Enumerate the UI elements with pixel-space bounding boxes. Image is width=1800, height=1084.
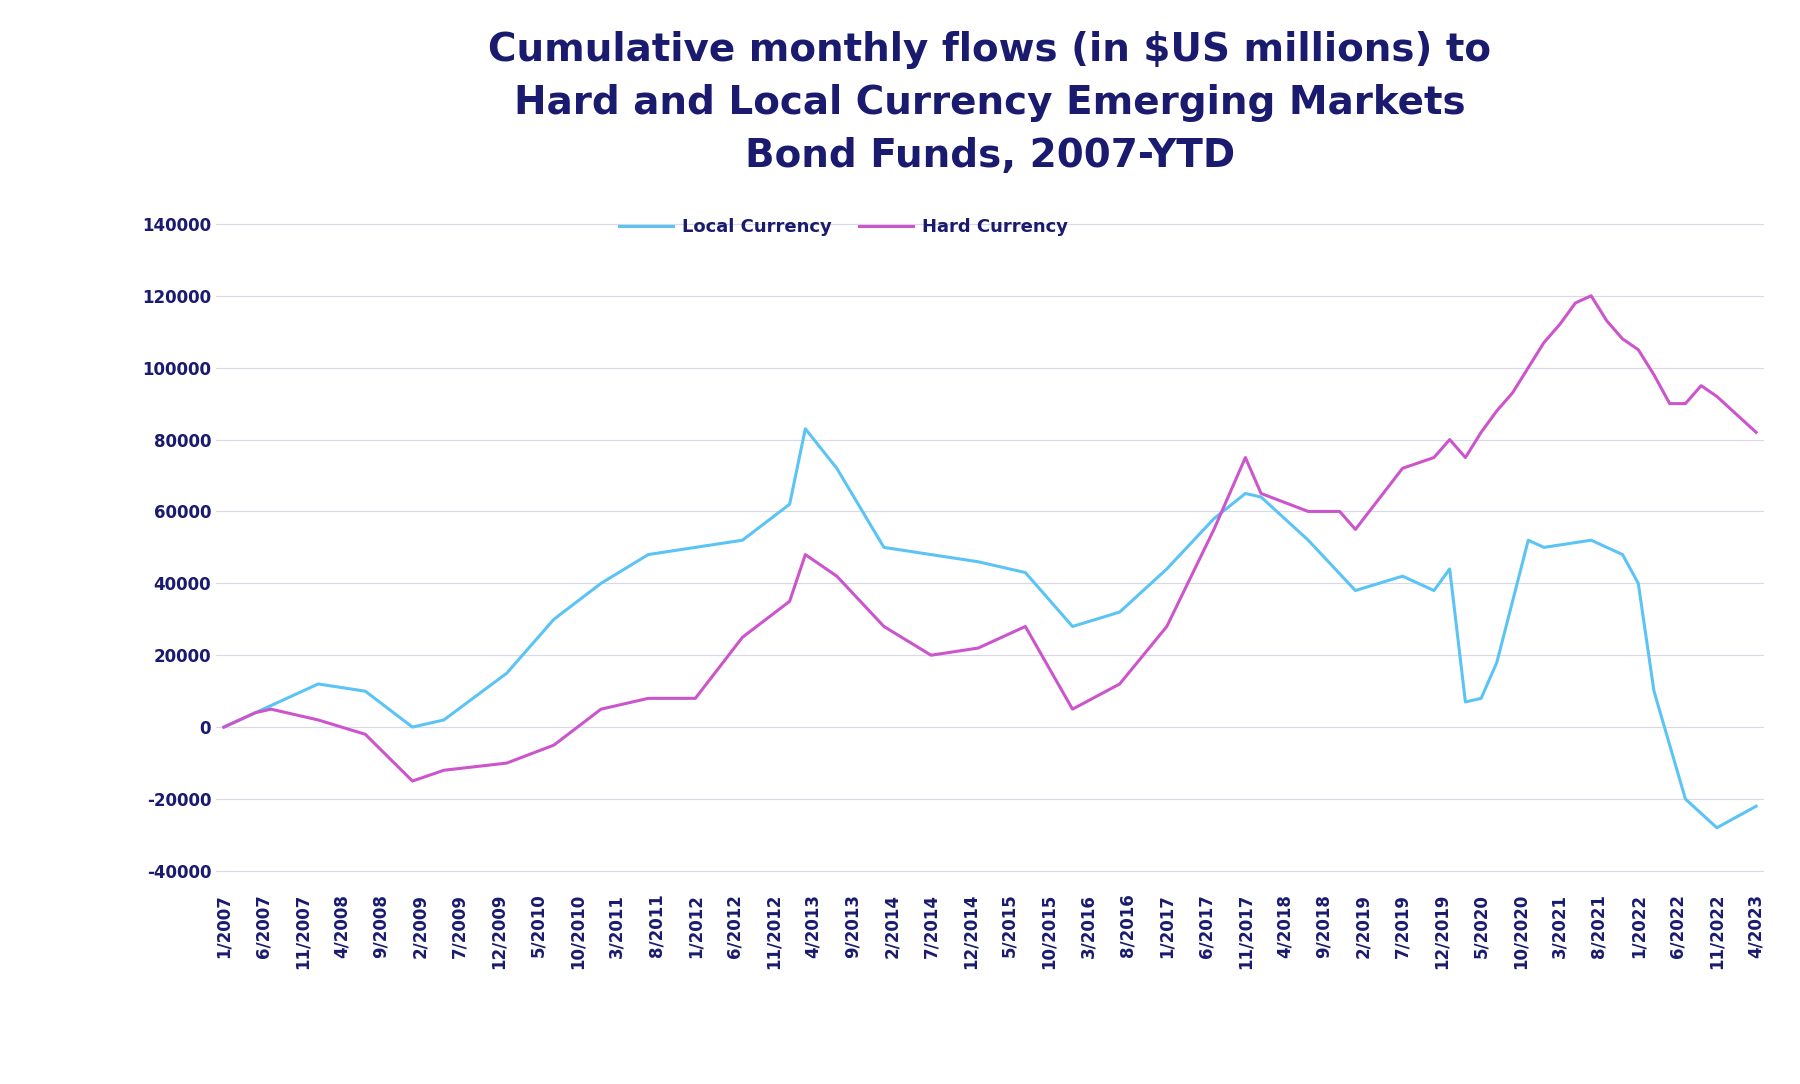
Local Currency <box>1746 800 1768 813</box>
Hard Currency <box>1534 336 1555 349</box>
Hard Currency <box>1580 289 1602 302</box>
Hard Currency <box>275 707 297 720</box>
Hard Currency <box>1242 469 1264 482</box>
Hard Currency <box>644 692 666 705</box>
Hard Currency <box>401 775 423 788</box>
Line: Hard Currency: Hard Currency <box>223 296 1757 782</box>
Hard Currency <box>212 721 234 734</box>
Title: Cumulative monthly flows (in $US millions) to
Hard and Local Currency Emerging M: Cumulative monthly flows (in $US million… <box>488 31 1492 176</box>
Local Currency <box>794 423 815 436</box>
Local Currency <box>1078 616 1100 629</box>
Line: Local Currency: Local Currency <box>223 429 1757 828</box>
Local Currency <box>637 549 659 562</box>
Local Currency <box>275 692 297 705</box>
Local Currency <box>1242 489 1264 502</box>
Local Currency <box>212 721 234 734</box>
Local Currency <box>1706 822 1728 835</box>
Hard Currency <box>1667 397 1688 410</box>
Legend: Local Currency, Hard Currency: Local Currency, Hard Currency <box>612 211 1076 244</box>
Local Currency <box>1534 541 1555 554</box>
Hard Currency <box>1746 426 1768 439</box>
Hard Currency <box>1078 694 1100 707</box>
Local Currency <box>1660 738 1681 751</box>
